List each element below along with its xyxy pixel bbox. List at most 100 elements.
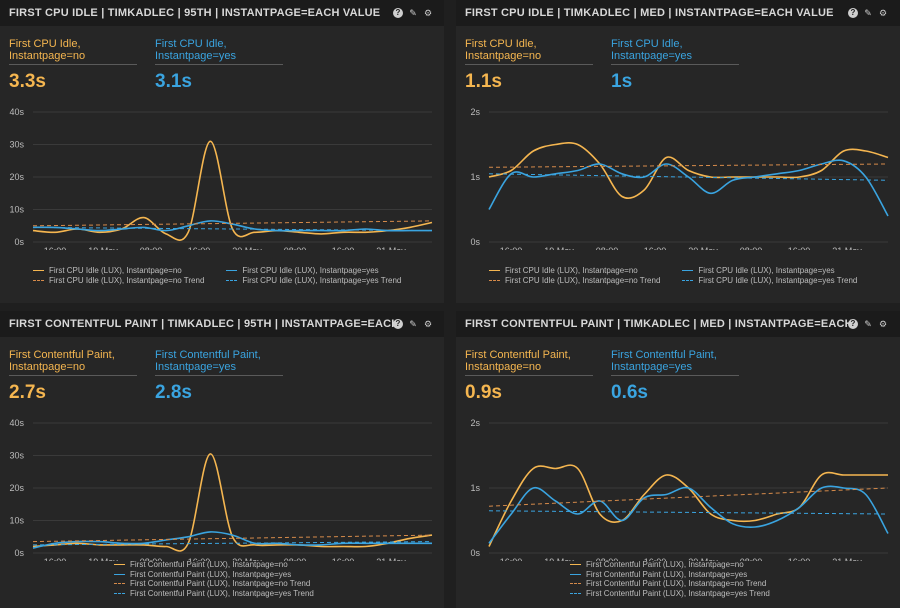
x-tick-label: 16:00: [44, 246, 67, 250]
x-tick-label: 16:00: [644, 557, 667, 561]
help-icon[interactable]: ?: [848, 8, 858, 18]
panel-fcp-95th: FIRST CONTENTFUL PAINT | TIMKADLEC | 95T…: [0, 311, 444, 608]
help-icon[interactable]: ?: [848, 319, 858, 329]
x-tick-label: 08:00: [740, 557, 763, 561]
line-chart[interactable]: 0s 10s 20s 30s 40s 16:00 19 May 08:00 16:00 20 Ma…: [0, 100, 444, 250]
legend-item[interactable]: First Contentful Paint (LUX), Instantpag…: [570, 589, 770, 599]
settings-icon[interactable]: ⚙: [878, 8, 888, 18]
legend-swatch: [33, 279, 44, 281]
stat-value: 1s: [611, 71, 633, 92]
legend-swatch: [570, 573, 581, 575]
legend-item[interactable]: First Contentful Paint (LUX), Instantpag…: [114, 589, 314, 599]
panel-header: FIRST CPU IDLE | TIMKADLEC | 95TH | INST…: [0, 0, 444, 26]
chart-legend: First CPU Idle (LUX), Instantpage=no Fir…: [33, 266, 401, 285]
chart-legend: First Contentful Paint (LUX), Instantpag…: [570, 560, 770, 598]
legend-item[interactable]: First CPU Idle (LUX), Instantpage=no Tre…: [33, 276, 204, 286]
x-tick-label: 08:00: [140, 557, 163, 561]
panel-title: FIRST CPU IDLE | TIMKADLEC | 95TH | INST…: [9, 7, 381, 19]
x-tick-label: 16:00: [44, 557, 67, 561]
legend-swatch: [489, 279, 500, 281]
x-tick-label: 21 May: [376, 246, 406, 250]
legend-swatch: [114, 573, 125, 575]
stat-instantpage-yes: First Contentful Paint, Instantpage=yes …: [155, 349, 283, 404]
panel-cpu-idle-med: FIRST CPU IDLE | TIMKADLEC | MED | INSTA…: [456, 0, 900, 303]
x-tick-label: 08:00: [596, 557, 619, 561]
panel-header: FIRST CONTENTFUL PAINT | TIMKADLEC | 95T…: [0, 311, 444, 337]
legend-item[interactable]: First CPU Idle (LUX), Instantpage=no: [489, 266, 660, 276]
x-tick-label: 16:00: [188, 557, 211, 561]
panel-title: FIRST CONTENTFUL PAINT | TIMKADLEC | MED…: [465, 318, 853, 330]
legend-item[interactable]: First Contentful Paint (LUX), Instantpag…: [570, 560, 770, 570]
series-line-4: [32, 226, 433, 232]
settings-icon[interactable]: ⚙: [423, 8, 433, 18]
x-tick-label: 19 May: [544, 246, 574, 250]
panel-cpu-idle-95th: FIRST CPU IDLE | TIMKADLEC | 95TH | INST…: [0, 0, 444, 303]
x-tick-label: 20 May: [232, 557, 262, 561]
y-tick-label: 10s: [9, 516, 24, 526]
series-line-1: [488, 142, 889, 200]
series-line-2: [488, 485, 889, 544]
y-tick-label: 1s: [470, 172, 480, 182]
stat-instantpage-yes: First CPU Idle, Instantpage=yes 1s: [611, 38, 739, 93]
x-tick-label: 08:00: [284, 557, 307, 561]
legend-swatch: [114, 592, 125, 594]
stat-value: 2.7s: [9, 382, 46, 403]
legend-item[interactable]: First CPU Idle (LUX), Instantpage=yes: [682, 266, 857, 276]
legend-item[interactable]: First Contentful Paint (LUX), Instantpag…: [114, 560, 314, 570]
y-tick-label: 20s: [9, 483, 24, 493]
legend-item[interactable]: First CPU Idle (LUX), Instantpage=yes Tr…: [682, 276, 857, 286]
stat-instantpage-no: First Contentful Paint, Instantpage=no 0…: [465, 349, 593, 404]
x-tick-label: 19 May: [88, 246, 118, 250]
stat-label: First CPU Idle, Instantpage=no: [465, 38, 593, 65]
legend-item[interactable]: First Contentful Paint (LUX), Instantpag…: [570, 579, 770, 589]
x-tick-label: 16:00: [332, 557, 355, 561]
edit-icon[interactable]: ✎: [864, 8, 872, 18]
settings-icon[interactable]: ⚙: [423, 319, 433, 329]
x-tick-label: 16:00: [644, 246, 667, 250]
legend-item[interactable]: First CPU Idle (LUX), Instantpage=no Tre…: [489, 276, 660, 286]
stat-value: 0.6s: [611, 382, 648, 403]
x-tick-label: 16:00: [788, 246, 811, 250]
y-tick-label: 30s: [9, 451, 24, 461]
edit-icon[interactable]: ✎: [864, 319, 872, 329]
x-tick-label: 16:00: [500, 246, 523, 250]
settings-icon[interactable]: ⚙: [878, 319, 888, 329]
series-line-3: [488, 487, 889, 507]
y-tick-label: 0s: [470, 237, 480, 247]
y-tick-label: 10s: [9, 205, 24, 215]
panel-header: FIRST CPU IDLE | TIMKADLEC | MED | INSTA…: [456, 0, 900, 26]
legend-swatch: [489, 270, 500, 271]
help-icon[interactable]: ?: [393, 319, 403, 329]
legend-item[interactable]: First CPU Idle (LUX), Instantpage=yes: [226, 266, 401, 276]
series-line-4: [32, 541, 433, 546]
x-tick-label: 08:00: [596, 246, 619, 250]
edit-icon[interactable]: ✎: [409, 319, 417, 329]
legend-item[interactable]: First CPU Idle (LUX), Instantpage=yes Tr…: [226, 276, 401, 286]
stat-instantpage-yes: First CPU Idle, Instantpage=yes 3.1s: [155, 38, 283, 93]
legend-item[interactable]: First Contentful Paint (LUX), Instantpag…: [114, 570, 314, 580]
y-tick-label: 30s: [9, 140, 24, 150]
x-tick-label: 08:00: [284, 246, 307, 250]
series-line-3: [32, 534, 433, 543]
legend-item[interactable]: First Contentful Paint (LUX), Instantpag…: [570, 570, 770, 580]
stat-value: 3.1s: [155, 71, 192, 92]
series-line-3: [32, 220, 433, 227]
x-tick-label: 08:00: [740, 246, 763, 250]
y-tick-label: 20s: [9, 172, 24, 182]
line-chart[interactable]: 0s 1s 2s 16:00 19 May 08:00 16:00 20 May 08:00 16…: [456, 100, 900, 250]
y-tick-label: 2s: [470, 418, 480, 428]
legend-item[interactable]: First Contentful Paint (LUX), Instantpag…: [114, 579, 314, 589]
edit-icon[interactable]: ✎: [409, 8, 417, 18]
series-line-2: [32, 531, 432, 549]
help-icon[interactable]: ?: [393, 8, 403, 18]
chart-legend: First Contentful Paint (LUX), Instantpag…: [114, 560, 314, 598]
legend-swatch: [570, 592, 581, 594]
x-tick-label: 21 May: [376, 557, 406, 561]
line-chart[interactable]: 0s 1s 2s 16:00 19 May 08:00 16:00 20 May 08:00 16…: [456, 411, 900, 561]
x-tick-label: 19 May: [88, 557, 118, 561]
line-chart[interactable]: 0s 10s 20s 30s 40s 16:00 19 May 08:00 16:00 20 Ma…: [0, 411, 444, 561]
stat-label: First CPU Idle, Instantpage=no: [9, 38, 137, 65]
chart-legend: First CPU Idle (LUX), Instantpage=no Fir…: [489, 266, 857, 285]
legend-swatch: [682, 279, 694, 281]
legend-item[interactable]: First CPU Idle (LUX), Instantpage=no: [33, 266, 204, 276]
